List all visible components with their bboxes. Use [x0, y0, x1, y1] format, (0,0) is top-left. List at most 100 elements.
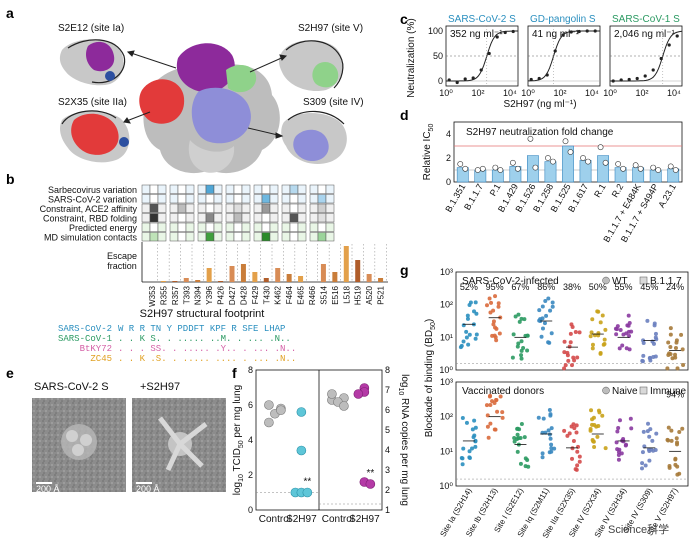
blockade-point	[498, 394, 503, 399]
blockade-point	[488, 393, 493, 398]
antibody-s2h97-center	[226, 65, 257, 93]
heatmap-cell	[197, 194, 207, 204]
heatmap-cell	[177, 203, 187, 213]
blockade-point	[568, 331, 573, 336]
em-image-apo: 200 Å	[32, 398, 126, 494]
heatmap-row-label: SARS-CoV-2 variation	[48, 195, 137, 205]
escape-site-label: K462	[274, 285, 283, 304]
heatmap-cell	[205, 184, 215, 194]
blockade-point	[588, 334, 593, 339]
neutralization-point	[553, 49, 557, 53]
neutralization-ylabel: Neutralization (%)	[406, 18, 417, 97]
neutralization-point	[569, 30, 573, 34]
blockade-point	[654, 431, 659, 436]
antibody-s2e12-center	[176, 43, 235, 93]
blockade-point	[616, 457, 621, 462]
blockade-percent: 52%	[460, 282, 478, 292]
blockade-point	[465, 313, 470, 318]
neutralization-point	[511, 29, 515, 34]
blockade-point	[595, 309, 600, 314]
rbd-structure: S2E12 (site Ia) S2H97 (site V) S2X35 (si…	[58, 23, 364, 174]
blockade-point	[577, 330, 582, 335]
blockade-point	[573, 330, 578, 335]
blockade-point	[546, 428, 551, 433]
heatmap-cell	[261, 222, 271, 232]
blockade-point	[669, 438, 674, 443]
blockade-point	[674, 436, 679, 441]
lung-left-ytick: 0	[248, 505, 253, 515]
blockade-point	[512, 439, 517, 444]
panel-b-heatmap	[141, 184, 335, 242]
heatmap-cell	[325, 222, 335, 232]
blockade-point	[574, 423, 579, 428]
neutralization-point	[537, 76, 541, 81]
heatmap-cell	[149, 194, 159, 204]
heatmap-cell	[177, 184, 187, 194]
heatmap-cell	[309, 232, 319, 242]
blockade-point	[515, 432, 520, 437]
blockade-point	[647, 458, 652, 463]
blockade-point	[640, 359, 645, 364]
heatmap-cell	[253, 194, 263, 204]
fold-change-point	[567, 149, 574, 155]
alignment-name: BtKY72	[80, 344, 112, 354]
blockade-point	[614, 332, 619, 337]
heatmap-cell	[197, 184, 207, 194]
fold-change-bar	[544, 161, 557, 183]
blockade-point	[472, 433, 477, 438]
lung-significance: **	[366, 468, 374, 479]
blockade-ylabel: Blockade of binding (BD50)	[424, 319, 437, 437]
antibody-s2x35-center	[139, 79, 185, 124]
blockade-point	[521, 345, 526, 350]
heatmap-cell	[253, 222, 263, 232]
blockade-legend-entry: WT	[612, 276, 628, 287]
neutralization-title: GD-pangolin S	[530, 14, 596, 25]
blockade-ytick: 10³	[440, 377, 453, 387]
blockade-point	[547, 340, 552, 345]
heatmap-cell	[325, 232, 335, 242]
blockade-point	[577, 454, 582, 459]
lung-left-ytick: 2	[248, 470, 253, 480]
heatmap-cell	[225, 222, 235, 232]
blockade-point	[645, 318, 650, 323]
blockade-point	[565, 353, 570, 358]
blockade-point	[575, 449, 580, 454]
blockade-point	[665, 366, 670, 371]
heatmap-cell	[205, 213, 215, 223]
blockade-point	[646, 447, 651, 452]
blockade-point	[602, 342, 607, 347]
blockade-point	[666, 340, 671, 345]
neutralization-point	[463, 77, 467, 81]
blockade-ytick: 10¹	[440, 332, 453, 342]
blockade-point	[602, 337, 607, 342]
site-v-footprint	[312, 61, 339, 88]
blockade-point	[511, 332, 516, 337]
heatmap-cell	[233, 184, 243, 194]
blockade-point	[673, 355, 678, 360]
blockade-point	[549, 331, 554, 336]
blockade-point	[675, 464, 680, 469]
alignment-seq: W R R TN Y PDDFT KPF R SFE LHAP	[118, 324, 285, 334]
heatmap-cell	[169, 203, 179, 213]
blockade-point	[567, 431, 572, 436]
heatmap-cell	[281, 222, 291, 232]
heatmap-cell	[241, 203, 251, 213]
fold-change-point	[672, 167, 679, 173]
neutralization-point	[619, 78, 623, 82]
blockade-point	[641, 341, 646, 346]
blockade-point	[616, 452, 621, 457]
blockade-point	[465, 316, 470, 321]
fold-change-chart: S2H97 neutralization fold change Relative…	[422, 121, 683, 244]
heatmap-cell	[157, 203, 167, 213]
blockade-point	[654, 337, 659, 342]
panel-c-label: c	[400, 11, 408, 27]
heatmap-cell	[261, 203, 271, 213]
heatmap-cell	[253, 184, 263, 194]
escape-logo	[240, 264, 246, 282]
blockade-point	[595, 434, 600, 439]
blockade-ytick: 10²	[440, 300, 453, 310]
blockade-point	[675, 440, 680, 445]
blockade-frame	[455, 271, 689, 371]
heatmap-cell	[197, 213, 207, 223]
blockade-point	[653, 331, 658, 336]
